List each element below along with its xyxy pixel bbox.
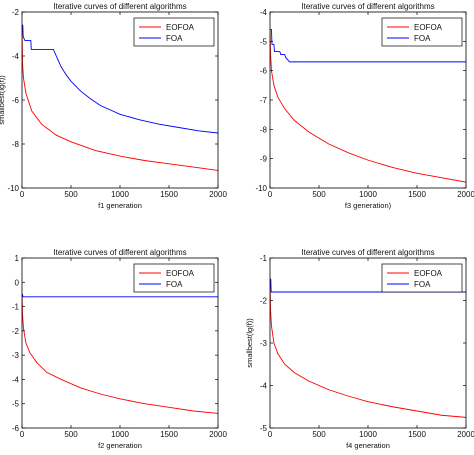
x-tick-label: 2000	[209, 430, 227, 439]
x-tick-label: 1500	[160, 430, 178, 439]
x-tick-label: 2000	[457, 430, 474, 439]
y-tick-label: -2	[12, 327, 20, 336]
y-tick-label: 1	[15, 254, 20, 263]
y-tick-label: -10	[7, 184, 19, 193]
y-tick-label: -4	[260, 8, 268, 17]
y-axis-label: smallbest(lg(f))	[0, 75, 6, 125]
x-tick-label: 1500	[408, 190, 426, 199]
series-line-foa	[22, 24, 218, 134]
series-line-eofoa	[22, 294, 218, 414]
legend-entry-foa: FOA	[414, 34, 431, 43]
chart-title: Iterative curves of different algorithms	[301, 2, 434, 11]
x-tick-label: 500	[312, 430, 326, 439]
legend-entry-eofoa: EOFOA	[166, 269, 195, 278]
y-tick-label: -5	[260, 37, 268, 46]
series-line-foa	[270, 29, 466, 63]
y-tick-label: -5	[12, 400, 20, 409]
x-tick-label: 1000	[359, 190, 377, 199]
y-tick-label: -2	[260, 297, 268, 306]
legend: EOFOA FOA	[133, 263, 215, 293]
y-tick-label: -6	[12, 424, 20, 433]
y-tick-label: -4	[260, 382, 268, 391]
x-tick-label: 500	[312, 190, 326, 199]
y-tick-label: -3	[260, 339, 268, 348]
legend-box	[381, 263, 463, 293]
chart-title: Iterative curves of different algorithms	[53, 248, 186, 257]
x-axis-label: f1 generation	[98, 201, 142, 210]
legend-box	[133, 17, 215, 47]
x-tick-label: 500	[64, 430, 78, 439]
chart-panel-1: Iterative curves of different algorithms…	[0, 2, 227, 210]
x-tick-label: 1000	[111, 430, 129, 439]
y-tick-label: -1	[260, 254, 268, 263]
chart-title: Iterative curves of different algorithms	[53, 2, 186, 11]
x-axis-label: f3 generation)	[345, 201, 392, 210]
legend-entry-eofoa: EOFOA	[414, 269, 443, 278]
y-tick-label: -5	[260, 424, 268, 433]
series-line-foa	[22, 293, 218, 298]
legend-entry-eofoa: EOFOA	[166, 23, 195, 32]
y-tick-label: -9	[260, 155, 268, 164]
series-line-eofoa	[270, 29, 466, 183]
legend-box	[381, 17, 463, 47]
x-tick-label: 0	[20, 190, 25, 199]
y-tick-label: -3	[12, 351, 20, 360]
legend: EOFOA FOA	[381, 17, 463, 47]
x-tick-label: 1500	[408, 430, 426, 439]
y-tick-label: -6	[12, 96, 20, 105]
x-tick-label: 0	[20, 430, 25, 439]
chart-panel-2: Iterative curves of different algorithms…	[255, 2, 474, 210]
y-tick-label: -8	[12, 140, 20, 149]
chart-panel-3: Iterative curves of different algorithms…	[12, 248, 228, 450]
x-tick-label: 0	[268, 430, 273, 439]
y-tick-label: -10	[255, 184, 267, 193]
y-axis-label: smallbest(lg(f))	[245, 318, 254, 368]
series-line-eofoa	[22, 25, 218, 171]
chart-title: Iterative curves of different algorithms	[301, 248, 434, 257]
legend-box	[133, 263, 215, 293]
x-tick-label: 1000	[359, 430, 377, 439]
y-tick-label: -4	[12, 52, 20, 61]
x-axis-label: f2 generation	[98, 441, 142, 450]
y-tick-label: -2	[12, 8, 20, 17]
x-tick-label: 2000	[209, 190, 227, 199]
y-tick-label: -4	[12, 375, 20, 384]
x-tick-label: 0	[268, 190, 273, 199]
x-axis-label: f4 generation	[346, 441, 390, 450]
legend-entry-eofoa: EOFOA	[414, 23, 443, 32]
y-tick-label: -6	[260, 67, 268, 76]
legend-entry-foa: FOA	[166, 280, 183, 289]
y-tick-label: 0	[15, 278, 20, 287]
chart-panel-4: Iterative curves of different algorithms…	[245, 248, 474, 450]
legend: EOFOA FOA	[133, 17, 215, 47]
x-tick-label: 1500	[160, 190, 178, 199]
series-line-eofoa	[270, 279, 466, 418]
x-tick-label: 1000	[111, 190, 129, 199]
x-tick-label: 2000	[457, 190, 474, 199]
x-tick-label: 500	[64, 190, 78, 199]
y-tick-label: -1	[12, 303, 20, 312]
legend: EOFOA FOA	[381, 263, 463, 293]
legend-entry-foa: FOA	[414, 280, 431, 289]
y-tick-label: -8	[260, 125, 268, 134]
legend-entry-foa: FOA	[166, 34, 183, 43]
y-tick-label: -7	[260, 96, 268, 105]
